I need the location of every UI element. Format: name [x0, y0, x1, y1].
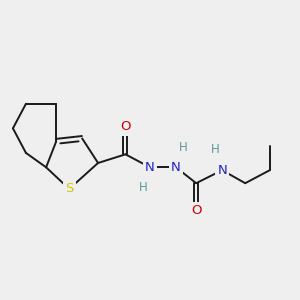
Text: N: N [171, 161, 181, 174]
Text: H: H [138, 181, 147, 194]
Text: O: O [191, 204, 201, 217]
Text: N: N [217, 164, 227, 177]
Text: S: S [65, 182, 74, 196]
Text: H: H [211, 143, 219, 157]
Text: H: H [179, 141, 188, 154]
Text: O: O [120, 120, 131, 134]
Text: N: N [145, 161, 155, 174]
